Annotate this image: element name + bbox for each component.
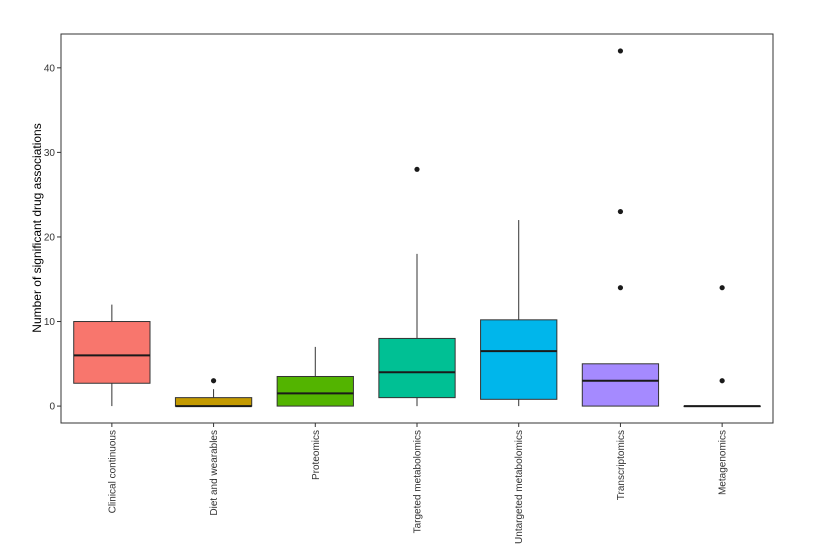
outlier-point bbox=[617, 285, 624, 291]
y-axis: 0 10 20 30 40 bbox=[44, 63, 61, 413]
y-tick-label-20: 20 bbox=[44, 232, 56, 243]
box-rect bbox=[378, 337, 456, 399]
box-metagenomics bbox=[683, 285, 761, 408]
x-tick-label-diet-and-wearables: Diet and wearables bbox=[209, 430, 220, 516]
y-tick-label-10: 10 bbox=[44, 317, 56, 328]
y-tick-label-40: 40 bbox=[44, 63, 56, 74]
box-rect bbox=[276, 375, 354, 407]
x-tick-label-targeted-metabolomics: Targeted metabolomics bbox=[413, 430, 424, 533]
boxes-layer bbox=[73, 48, 761, 408]
box-untargeted-metabolomics bbox=[480, 220, 558, 407]
box-proteomics bbox=[276, 346, 354, 407]
x-tick-label-untargeted-metabolomics: Untargeted metabolomics bbox=[514, 430, 525, 544]
outlier-point bbox=[617, 208, 624, 215]
box-rect bbox=[581, 363, 660, 407]
y-axis-title: Number of significant drug associations bbox=[30, 123, 44, 332]
box-targeted-metabolomics bbox=[378, 166, 456, 407]
y-tick-label-0: 0 bbox=[49, 402, 55, 413]
y-tick-label-30: 30 bbox=[44, 148, 56, 159]
x-tick-label-metagenomics: Metagenomics bbox=[718, 430, 729, 495]
outlier-point bbox=[719, 285, 725, 291]
x-tick-label-proteomics: Proteomics bbox=[311, 430, 322, 480]
box-rect bbox=[480, 319, 558, 400]
outlier-point bbox=[719, 378, 725, 384]
box-rect bbox=[73, 321, 151, 384]
outlier-point bbox=[414, 166, 420, 172]
x-tick-label-clinical-continuous: Clinical continuous bbox=[107, 430, 118, 513]
x-tick-label-transcriptomics: Transcriptomics bbox=[616, 430, 627, 500]
outlier-point bbox=[210, 378, 217, 384]
box-clinical-continuous bbox=[73, 304, 151, 407]
box-rect bbox=[174, 397, 253, 407]
outlier-point bbox=[617, 48, 624, 54]
box-transcriptomics bbox=[581, 48, 660, 407]
box-diet-and-wearables bbox=[174, 378, 253, 408]
x-axis: Clinical continuous Diet and wearables Pro… bbox=[107, 423, 729, 544]
